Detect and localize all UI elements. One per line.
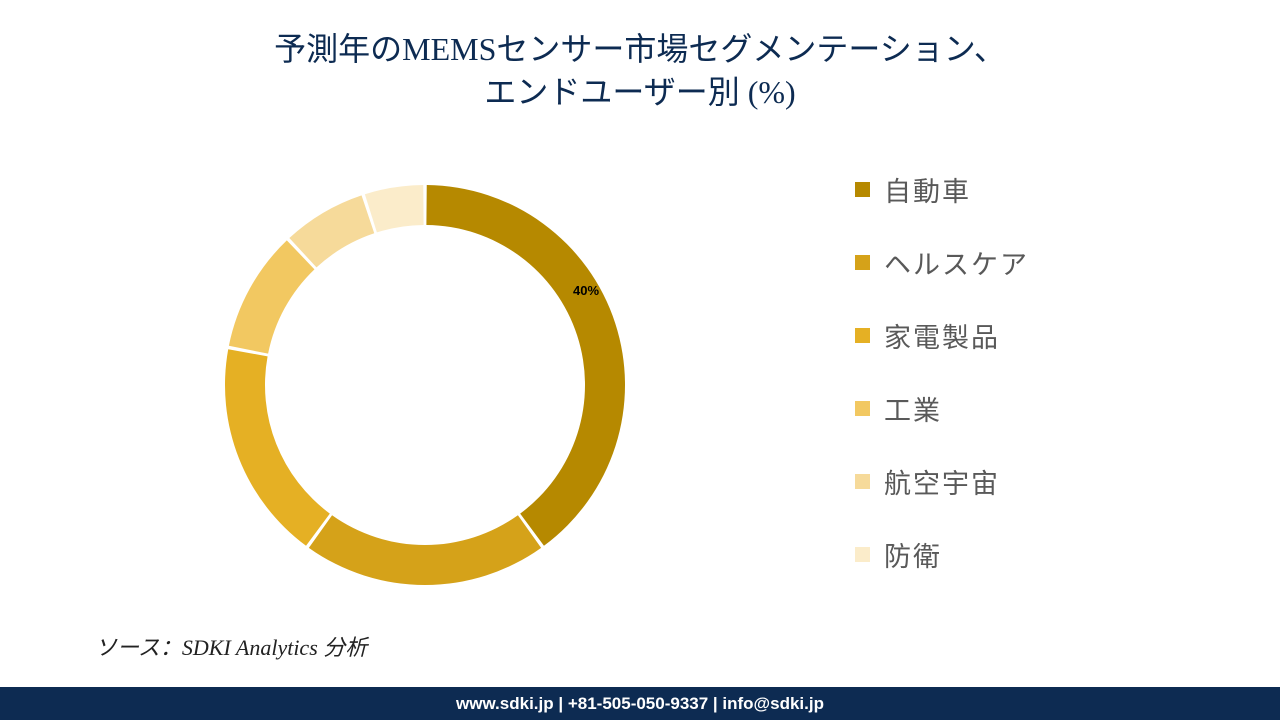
legend-label: ヘルスケア <box>884 243 1029 282</box>
source-attribution: ソース：SDKI Analytics 分析 <box>95 630 367 662</box>
doughnut-segment-3 <box>229 240 315 353</box>
legend-swatch-icon <box>855 255 870 270</box>
footer-bar: www.sdki.jp | +81-505-050-9337 | info@sd… <box>0 687 1280 720</box>
legend-label: 防衛 <box>884 535 942 574</box>
legend-item-3: 工業 <box>855 389 1029 428</box>
chart-svg <box>155 155 695 615</box>
chart-legend: 自動車ヘルスケア家電製品工業航空宇宙防衛 <box>855 170 1029 574</box>
legend-item-1: ヘルスケア <box>855 243 1029 282</box>
source-text: SDKI Analytics 分析 <box>182 635 367 660</box>
title-line-2: エンドユーザー別 (%) <box>0 71 1280 114</box>
footer-text: www.sdki.jp | +81-505-050-9337 | info@sd… <box>456 694 824 714</box>
doughnut-segment-2 <box>225 349 330 546</box>
legend-label: 家電製品 <box>884 316 1000 355</box>
title-line-1: 予測年のMEMSセンサー市場セグメンテーション、 <box>0 28 1280 71</box>
doughnut-segment-0 <box>426 185 625 546</box>
chart-title: 予測年のMEMSセンサー市場セグメンテーション、 エンドユーザー別 (%) <box>0 28 1280 114</box>
legend-item-0: 自動車 <box>855 170 1029 209</box>
doughnut-segment-1 <box>309 515 541 585</box>
segment-value-label-0: 40% <box>573 283 599 298</box>
doughnut-segment-5 <box>365 185 424 232</box>
legend-label: 自動車 <box>884 170 971 209</box>
slide-root: 予測年のMEMSセンサー市場セグメンテーション、 エンドユーザー別 (%) 40… <box>0 0 1280 720</box>
legend-swatch-icon <box>855 328 870 343</box>
legend-label: 航空宇宙 <box>884 462 1000 501</box>
legend-label: 工業 <box>884 389 942 428</box>
legend-item-4: 航空宇宙 <box>855 462 1029 501</box>
legend-swatch-icon <box>855 401 870 416</box>
source-prefix: ソース： <box>95 635 182 660</box>
legend-swatch-icon <box>855 547 870 562</box>
doughnut-chart: 40% <box>155 155 695 615</box>
legend-item-5: 防衛 <box>855 535 1029 574</box>
legend-item-2: 家電製品 <box>855 316 1029 355</box>
legend-swatch-icon <box>855 474 870 489</box>
legend-swatch-icon <box>855 182 870 197</box>
